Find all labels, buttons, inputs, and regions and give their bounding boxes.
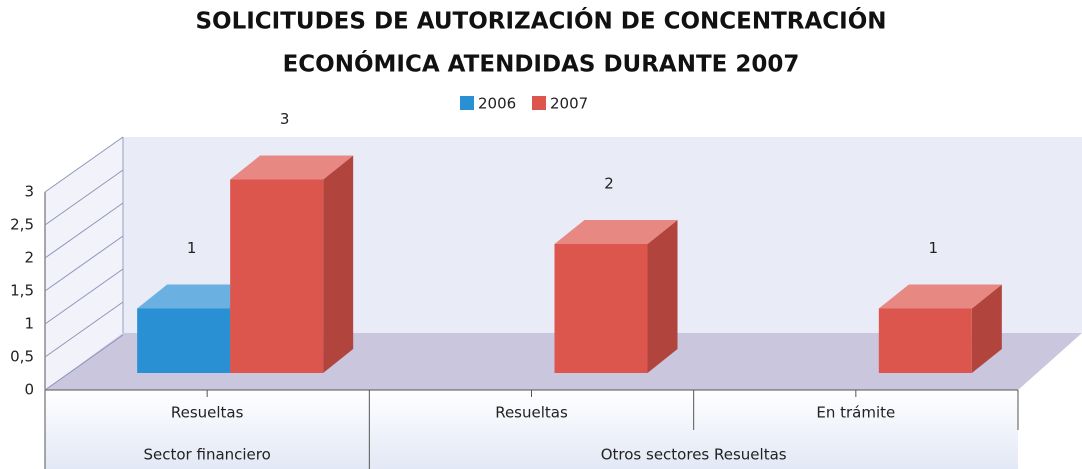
data-label: 3 [280,110,290,128]
x-tick-label: En trámite [816,404,895,422]
bar-side [971,284,1002,373]
bar-top [878,284,1002,309]
y-tick-label: 0 [24,381,34,399]
bar-side [647,220,678,373]
grid-line [44,235,124,292]
x-tick-label: Resueltas [171,404,244,422]
bar [878,308,972,373]
grid-line [44,202,124,259]
bar-side [323,155,354,373]
axis-band [45,390,1018,469]
y-tick-label: 1,5 [10,282,34,300]
data-label: 2 [604,175,614,193]
legend-swatch [532,96,546,110]
bar [554,244,648,373]
grid-line [44,268,124,325]
chart-title: SOLICITUDES DE AUTORIZACIÓN DE CONCENTRA… [195,7,886,35]
bar-top [230,155,354,180]
y-tick-label: 2,5 [10,216,34,234]
legend-swatch [460,96,474,110]
grid-line [44,301,124,358]
bar [230,179,324,373]
bar-top [554,220,678,244]
y-tick-label: 3 [24,183,34,201]
grid-line [44,169,124,226]
data-label: 1 [929,239,939,257]
grid-line [44,334,124,391]
grid-line [44,136,124,193]
group-label: Sector financiero [144,446,271,464]
x-tick-label: Resueltas [495,404,568,422]
y-tick-label: 2 [24,249,34,267]
y-tick-label: 1 [24,315,34,333]
chart-title: ECONÓMICA ATENDIDAS DURANTE 2007 [283,50,800,78]
bar [137,308,231,373]
y-tick-label: 0,5 [10,348,34,366]
legend-label: 2007 [550,95,588,113]
legend-label: 2006 [478,95,516,113]
bar-top [137,284,261,309]
group-label: Otros sectores Resueltas [601,446,787,464]
data-label: 1 [187,239,197,257]
